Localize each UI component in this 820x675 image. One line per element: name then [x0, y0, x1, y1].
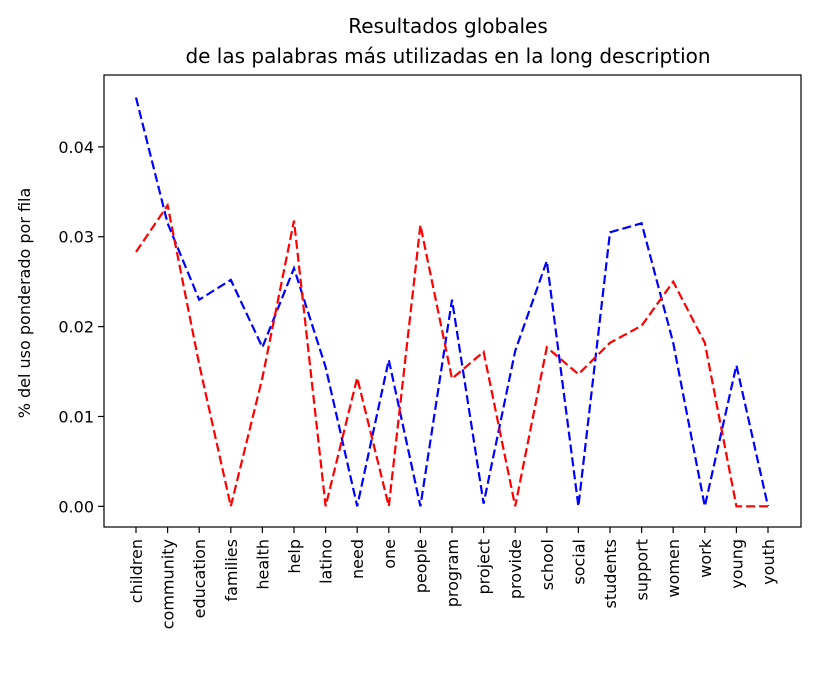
x-tick-label: women [664, 539, 683, 597]
plot-frame [103, 74, 802, 528]
y-tick-label: 0.03 [58, 228, 94, 247]
y-axis-label: % del uso ponderado por fila [15, 188, 34, 419]
x-tick-label: young [727, 539, 746, 589]
y-tick-label: 0.00 [58, 497, 94, 516]
x-tick-label: families [222, 539, 241, 602]
x-tick-label: project [475, 539, 494, 595]
x-tick-label: social [569, 539, 588, 585]
x-tick-label: health [253, 539, 272, 590]
chart-title-line-2: de las palabras más utilizadas en la lon… [185, 44, 710, 68]
x-tick-label: need [348, 539, 367, 579]
x-tick-label: work [696, 538, 715, 577]
x-tick-label: latino [317, 539, 336, 584]
x-tick-label: support [633, 539, 652, 600]
y-tick-label: 0.01 [58, 407, 94, 426]
x-tick-label: school [538, 539, 557, 590]
x-tick-label: help [285, 539, 304, 574]
y-tick-label: 0.04 [58, 138, 94, 157]
x-tick-label: children [127, 539, 146, 603]
x-tick-label: people [411, 539, 430, 593]
series-line-0 [134, 97, 770, 507]
x-tick-label: program [443, 539, 462, 607]
series-line-1 [135, 202, 768, 508]
x-tick-label: one [380, 539, 399, 569]
series-layer [134, 97, 770, 508]
x-tick-label: community [159, 539, 178, 629]
chart-title-line-1: Resultados globales [348, 14, 547, 38]
y-tick-label: 0.02 [58, 318, 94, 337]
x-tick-label: students [601, 539, 620, 609]
x-tick-label: youth [759, 539, 778, 585]
x-tick-label: education [190, 539, 209, 618]
axes-layer: 0.00 0.01 0.02 0.03 0.04 children community edu… [58, 138, 778, 629]
x-tick-label: provide [506, 539, 525, 599]
